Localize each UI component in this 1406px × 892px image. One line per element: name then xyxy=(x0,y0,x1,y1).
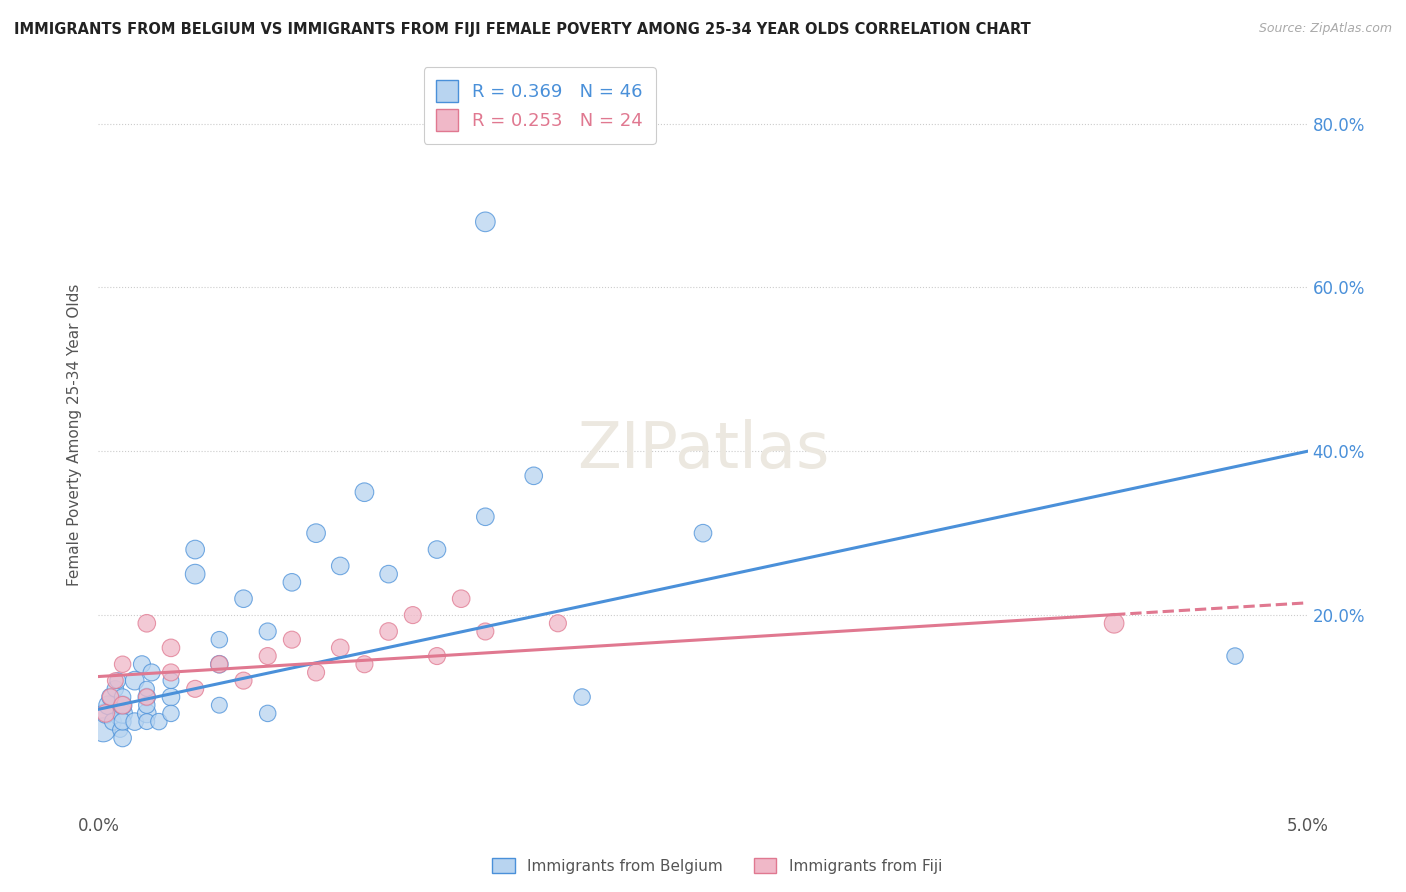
Point xyxy=(135,616,157,631)
Point xyxy=(281,632,304,647)
Point xyxy=(135,706,157,721)
Point xyxy=(104,681,127,696)
Point xyxy=(135,698,157,713)
Point xyxy=(111,714,134,729)
Point xyxy=(281,575,304,590)
Point xyxy=(91,723,114,737)
Point xyxy=(377,567,399,582)
Point xyxy=(329,640,352,655)
Point xyxy=(1223,648,1246,663)
Legend: Immigrants from Belgium, Immigrants from Fiji: Immigrants from Belgium, Immigrants from… xyxy=(486,852,948,880)
Text: IMMIGRANTS FROM BELGIUM VS IMMIGRANTS FROM FIJI FEMALE POVERTY AMONG 25-34 YEAR : IMMIGRANTS FROM BELGIUM VS IMMIGRANTS FR… xyxy=(14,22,1031,37)
Point xyxy=(571,690,593,704)
Point xyxy=(232,673,254,688)
Point xyxy=(256,624,278,639)
Point xyxy=(353,657,375,672)
Point xyxy=(474,624,496,639)
Point xyxy=(111,731,134,745)
Point xyxy=(160,673,183,688)
Point xyxy=(104,673,127,688)
Point xyxy=(232,591,254,606)
Point xyxy=(100,690,122,704)
Point xyxy=(160,706,183,721)
Point xyxy=(208,698,231,713)
Text: Source: ZipAtlas.com: Source: ZipAtlas.com xyxy=(1258,22,1392,36)
Point xyxy=(124,714,146,729)
Point xyxy=(426,542,449,557)
Point xyxy=(94,706,117,721)
Point xyxy=(208,632,231,647)
Point xyxy=(305,526,328,541)
Point xyxy=(1102,616,1125,631)
Point xyxy=(692,526,714,541)
Point xyxy=(148,714,170,729)
Point xyxy=(450,591,472,606)
Point xyxy=(208,657,231,672)
Point xyxy=(329,558,352,573)
Point xyxy=(474,509,496,524)
Point xyxy=(160,665,183,680)
Point xyxy=(94,706,117,721)
Point xyxy=(135,690,157,704)
Legend: R = 0.369   N = 46, R = 0.253   N = 24: R = 0.369 N = 46, R = 0.253 N = 24 xyxy=(423,67,655,144)
Point xyxy=(111,657,134,672)
Point xyxy=(184,681,207,696)
Point xyxy=(135,714,157,729)
Point xyxy=(474,215,496,229)
Point xyxy=(111,698,134,713)
Point xyxy=(184,542,207,557)
Point xyxy=(100,690,122,704)
Point xyxy=(131,657,153,672)
Point xyxy=(208,657,231,672)
Point xyxy=(101,714,124,729)
Point xyxy=(111,698,134,713)
Point xyxy=(377,624,399,639)
Point xyxy=(402,608,425,623)
Point xyxy=(141,665,163,680)
Point xyxy=(426,648,449,663)
Text: ZIPatlas: ZIPatlas xyxy=(576,419,830,481)
Point xyxy=(107,673,129,688)
Point xyxy=(124,673,146,688)
Point xyxy=(160,690,183,704)
Point xyxy=(135,690,157,704)
Point xyxy=(111,690,134,704)
Point xyxy=(160,640,183,655)
Point xyxy=(305,665,328,680)
Point xyxy=(111,706,134,721)
Point xyxy=(135,681,157,696)
Point xyxy=(256,648,278,663)
Point xyxy=(108,723,131,737)
Point xyxy=(353,485,375,500)
Point xyxy=(523,468,546,483)
Point xyxy=(184,567,207,582)
Point xyxy=(547,616,569,631)
Point xyxy=(97,698,120,713)
Point xyxy=(256,706,278,721)
Y-axis label: Female Poverty Among 25-34 Year Olds: Female Poverty Among 25-34 Year Olds xyxy=(67,284,83,586)
